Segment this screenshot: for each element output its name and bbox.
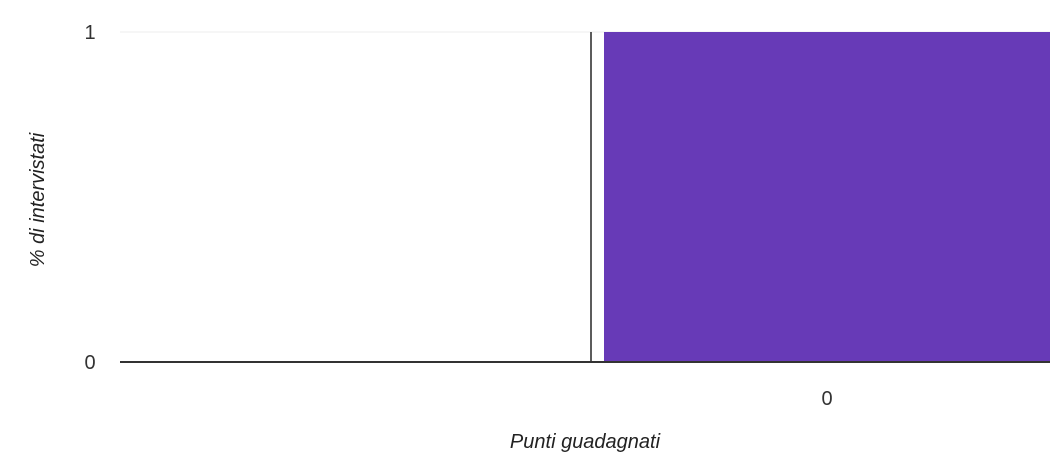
y-tick-labels: 0 1	[84, 22, 95, 374]
y-tick-label-0: 0	[84, 352, 95, 374]
y-tick-label-1: 1	[84, 22, 95, 44]
y-axis-title: % di intervistati	[27, 132, 49, 267]
axes	[120, 32, 1050, 363]
x-axis-title: Punti guadagnati	[510, 431, 661, 453]
bar-0[interactable]	[604, 32, 1050, 362]
bars	[604, 32, 1050, 362]
x-tick-label-0: 0	[821, 388, 832, 410]
x-tick-labels: 0	[821, 388, 832, 410]
